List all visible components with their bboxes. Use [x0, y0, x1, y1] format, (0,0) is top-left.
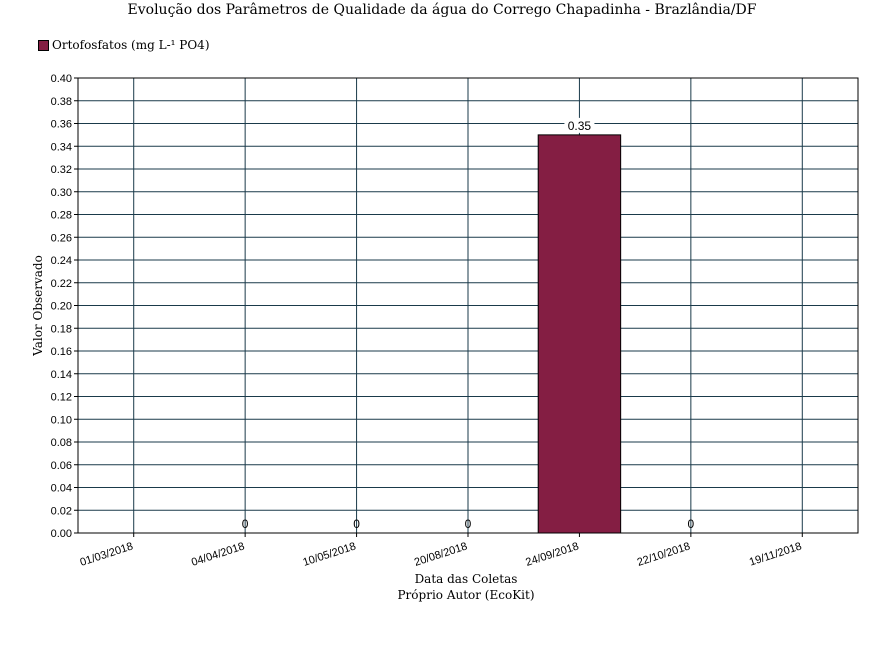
y-axis-label: Valor Observado: [31, 255, 45, 357]
y-tick-label: 0.02: [51, 505, 72, 517]
y-tick-label: 0.28: [51, 210, 72, 222]
x-axis-label: Data das Coletas: [415, 572, 518, 586]
y-tick-label: 0.32: [51, 164, 72, 176]
x-tick-label: 04/04/2018: [190, 540, 246, 568]
grid: [78, 77, 858, 534]
x-tick-label: 20/08/2018: [413, 540, 469, 568]
x-tick-label: 01/03/2018: [79, 540, 135, 568]
data-label-background: [564, 117, 595, 133]
y-tick-label: 0.20: [51, 301, 72, 313]
x-tick-label: 10/05/2018: [301, 540, 357, 568]
y-tick-label: 0.14: [51, 369, 72, 381]
legend: Ortofosfatos (mg L-¹ PO4): [38, 38, 210, 52]
y-tick-label: 0.40: [51, 73, 72, 85]
y-tick-label: 0.34: [51, 141, 72, 153]
data-label: 0: [688, 517, 695, 531]
y-tick-label: 0.36: [51, 119, 72, 131]
y-tick-label: 0.00: [51, 528, 72, 540]
y-tick-label: 0.06: [51, 460, 72, 472]
bars: [537, 134, 622, 534]
x-tick-label: 22/10/2018: [636, 540, 692, 568]
y-tick-label: 0.16: [51, 346, 72, 358]
y-tick-label: 0.38: [51, 96, 72, 108]
x-axis-ticks: 01/03/2018 04/04/2018 10/05/2018 20/08/2018…: [79, 533, 803, 569]
y-tick-label: 0.18: [51, 323, 72, 335]
y-tick-label: 0.22: [51, 278, 72, 290]
data-labels: 0 0 0 0.35 0: [242, 117, 695, 531]
y-tick-label: 0.26: [51, 232, 72, 244]
y-tick-label: 0.12: [51, 392, 72, 404]
chart-title: Evolução dos Parâmetros de Qualidade da …: [127, 2, 757, 18]
plot-frame: [77, 77, 859, 534]
source-label: Próprio Autor (EcoKit): [397, 588, 534, 602]
data-label: 0: [242, 517, 249, 531]
y-axis-ticks: 0.00 0.02 0.04 0.06 0.08 0.10 0.12 0.14 0.16 0.18…: [51, 73, 78, 540]
legend-swatch: [38, 39, 49, 51]
data-label: 0.35: [568, 119, 592, 133]
y-tick-label: 0.04: [51, 483, 72, 495]
legend-label: Ortofosfatos (mg L-¹ PO4): [52, 38, 210, 52]
bar: [537, 134, 622, 534]
y-tick-label: 0.30: [51, 187, 72, 199]
y-tick-label: 0.10: [51, 414, 72, 426]
y-tick-label: 0.24: [51, 255, 72, 267]
x-tick-label: 24/09/2018: [524, 540, 580, 568]
y-tick-label: 0.08: [51, 437, 72, 449]
x-tick-label: 19/11/2018: [748, 540, 803, 568]
data-label: 0: [465, 517, 472, 531]
data-label: 0: [353, 517, 360, 531]
